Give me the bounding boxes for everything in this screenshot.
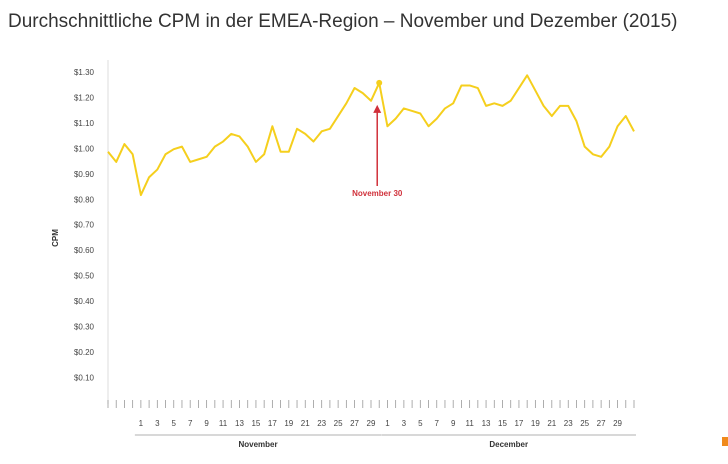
x-tick-label: 3 (155, 419, 160, 428)
x-tick-label: 11 (465, 419, 474, 428)
x-tick-label: 17 (268, 419, 277, 428)
group-label: November (238, 440, 277, 449)
x-tick-label: 23 (317, 419, 326, 428)
annotation-text: November 30 (352, 189, 403, 198)
x-tick-label: 9 (451, 419, 456, 428)
x-tick-label: 11 (219, 419, 228, 428)
x-tick-label: 29 (367, 419, 376, 428)
x-tick-label: 5 (418, 419, 423, 428)
y-tick-label: $1.30 (74, 68, 95, 77)
corner-mark (722, 437, 728, 446)
x-tick-label: 1 (139, 419, 144, 428)
x-tick-label: 27 (597, 419, 606, 428)
x-tick-label: 15 (251, 419, 260, 428)
x-tick-label: 19 (531, 419, 540, 428)
line (107, 74, 635, 197)
y-tick-label: $0.80 (74, 195, 95, 204)
y-tick-label: $1.10 (74, 119, 95, 128)
y-axis-label: CPM (51, 229, 60, 247)
x-tick-label: 17 (514, 419, 523, 428)
x-tick-label: 1 (385, 419, 390, 428)
highlight-point (376, 79, 383, 86)
x-tick-label: 7 (188, 419, 193, 428)
x-tick-label: 23 (564, 419, 573, 428)
y-tick-label: $0.20 (74, 348, 95, 357)
x-tick-label: 3 (402, 419, 407, 428)
x-tick-label: 19 (284, 419, 293, 428)
y-tick-label: $0.10 (74, 374, 95, 383)
annotation-arrowhead (373, 104, 382, 113)
x-tick-label: 9 (204, 419, 209, 428)
x-tick-label: 25 (580, 419, 589, 428)
y-tick-label: $0.30 (74, 323, 95, 332)
x-tick-label: 29 (613, 419, 622, 428)
x-tick-label: 5 (172, 419, 177, 428)
group-label: December (489, 440, 528, 449)
y-tick-label: $1.20 (74, 93, 95, 102)
x-tick-label: 25 (334, 419, 343, 428)
x-tick-label: 13 (482, 419, 491, 428)
x-tick-label: 21 (547, 419, 556, 428)
x-tick-label: 15 (498, 419, 507, 428)
x-tick-label: 13 (235, 419, 244, 428)
y-tick-label: $0.40 (74, 297, 95, 306)
y-tick-label: $0.90 (74, 170, 95, 179)
y-tick-label: $1.00 (74, 144, 95, 153)
x-tick-label: 21 (301, 419, 310, 428)
y-tick-label: $0.70 (74, 221, 95, 230)
chart-title: Durchschnittliche CPM in der EMEA-Region… (8, 11, 678, 32)
x-tick-label: 27 (350, 419, 359, 428)
y-tick-label: $0.60 (74, 246, 95, 255)
y-tick-label: $0.50 (74, 272, 95, 281)
x-tick-label: 7 (435, 419, 440, 428)
